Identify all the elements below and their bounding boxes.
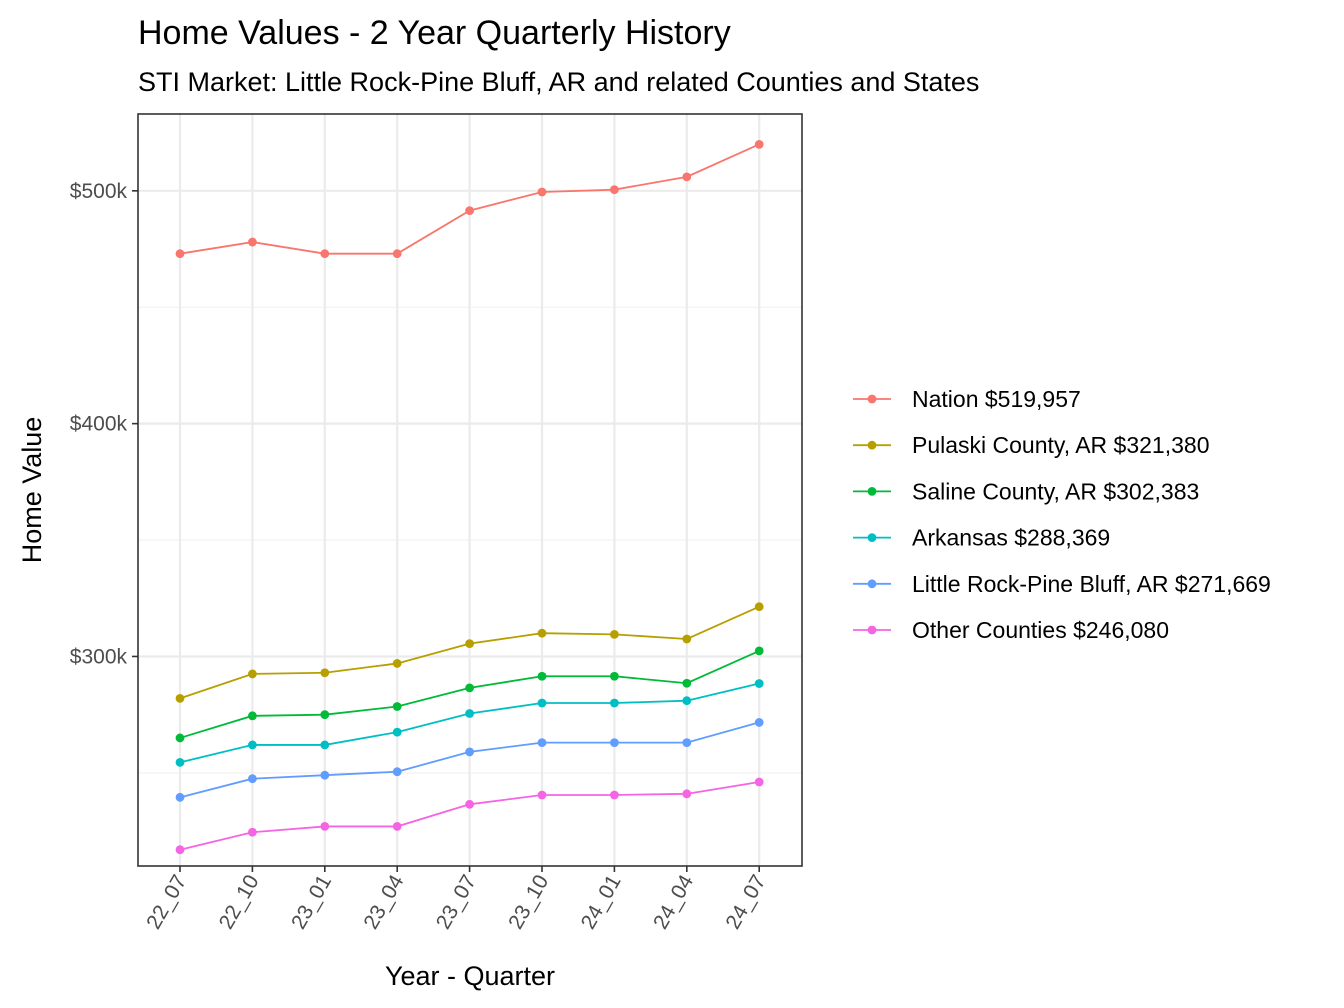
x-tick-label: 23_04 <box>359 871 408 933</box>
legend-label: Arkansas $288,369 <box>912 525 1110 551</box>
x-tick-label: 24_07 <box>721 871 770 933</box>
data-point <box>682 172 692 182</box>
data-point <box>320 249 330 259</box>
data-point <box>392 659 402 668</box>
data-point <box>610 671 619 681</box>
chart-subtitle: STI Market: Little Rock-Pine Bluff, AR a… <box>138 67 979 97</box>
legend-key-point <box>867 440 877 450</box>
data-point <box>465 799 474 809</box>
data-point <box>320 710 330 720</box>
data-point <box>610 698 619 708</box>
series-lines <box>175 139 764 855</box>
legend-item: Other Counties $246,080 <box>853 617 1169 643</box>
data-point <box>465 747 474 757</box>
data-point <box>465 709 474 718</box>
legend-label: Little Rock-Pine Bluff, AR $271,669 <box>912 571 1271 597</box>
data-point <box>248 740 257 750</box>
data-point <box>610 629 619 639</box>
data-point <box>248 711 257 721</box>
data-point <box>175 757 185 767</box>
y-tick-label: $400k <box>70 413 128 436</box>
x-tick-label: 23_07 <box>432 871 481 933</box>
series-arkansas <box>175 679 764 767</box>
data-point <box>175 792 185 802</box>
y-tick-label: $300k <box>70 645 128 668</box>
data-point <box>175 733 185 743</box>
data-point <box>610 790 619 800</box>
legend-label: Saline County, AR $302,383 <box>912 478 1199 504</box>
data-point <box>392 727 402 737</box>
data-point <box>537 187 547 197</box>
data-point <box>682 789 692 799</box>
legend-label: Pulaski County, AR $321,380 <box>912 432 1209 458</box>
data-point <box>754 718 764 727</box>
data-point <box>682 634 692 644</box>
data-point <box>537 698 547 708</box>
data-point <box>392 249 402 259</box>
x-tick-label: 22_07 <box>142 871 191 933</box>
data-point <box>392 822 402 831</box>
x-tick-label: 22_10 <box>215 871 264 933</box>
legend-key-point <box>867 533 877 542</box>
data-point <box>537 628 547 638</box>
legend-key-point <box>867 394 877 404</box>
series-pulaski-county-ar <box>175 602 764 703</box>
legend-key-point <box>867 487 877 496</box>
x-tick-label: 24_04 <box>649 871 698 933</box>
data-point <box>682 678 692 688</box>
data-point <box>465 206 474 216</box>
x-tick-label: 24_01 <box>577 871 626 933</box>
data-point <box>754 777 764 787</box>
legend: Nation $519,957 Pulaski County, AR $321,3… <box>853 386 1271 643</box>
data-point <box>320 822 330 831</box>
x-axis-title: Year - Quarter <box>385 961 555 991</box>
data-point <box>175 845 185 855</box>
legend-item: Arkansas $288,369 <box>853 525 1110 551</box>
data-point <box>754 646 764 656</box>
y-axis-title: Home Value <box>17 417 47 564</box>
x-tick-label: 23_10 <box>504 871 553 933</box>
series-saline-county-ar <box>175 646 764 743</box>
data-point <box>610 185 619 195</box>
data-point <box>248 827 257 837</box>
data-point <box>465 683 474 693</box>
data-point <box>610 738 619 748</box>
data-point <box>320 770 330 780</box>
data-point <box>392 767 402 777</box>
data-point <box>248 237 257 247</box>
data-point <box>537 671 547 681</box>
legend-item: Little Rock-Pine Bluff, AR $271,669 <box>853 571 1271 597</box>
legend-label: Nation $519,957 <box>912 386 1081 412</box>
x-tick-label: 23_01 <box>287 871 336 933</box>
legend-item: Pulaski County, AR $321,380 <box>853 432 1209 458</box>
series-other-counties <box>175 777 764 855</box>
legend-item: Saline County, AR $302,383 <box>853 478 1199 504</box>
data-point <box>175 249 185 259</box>
chart-title: Home Values - 2 Year Quarterly History <box>138 14 731 52</box>
series-little-rock-pine-bluff-ar <box>175 718 764 802</box>
data-point <box>175 693 185 703</box>
data-point <box>682 696 692 706</box>
data-point <box>248 774 257 784</box>
series-nation <box>175 139 764 259</box>
legend-label: Other Counties $246,080 <box>912 617 1169 643</box>
data-point <box>320 740 330 750</box>
legend-key-point <box>867 625 877 635</box>
data-point <box>682 738 692 748</box>
data-point <box>754 602 764 612</box>
data-point <box>537 738 547 748</box>
data-point <box>392 702 402 711</box>
legend-key-point <box>867 579 877 589</box>
data-point <box>248 669 257 679</box>
legend-item: Nation $519,957 <box>853 386 1081 412</box>
data-point <box>754 679 764 688</box>
data-point <box>320 668 330 678</box>
data-point <box>465 639 474 649</box>
data-point <box>537 790 547 800</box>
y-tick-label: $500k <box>70 180 128 203</box>
data-point <box>754 139 764 149</box>
